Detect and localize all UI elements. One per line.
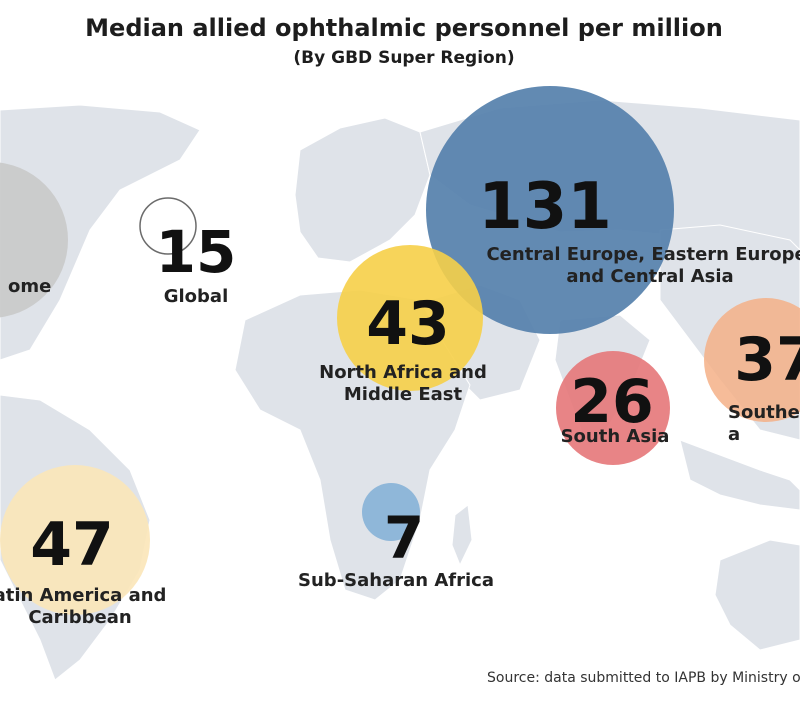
label-global-line1: Global <box>164 286 229 307</box>
label-cee_ca-line2: and Central Asia <box>566 266 733 287</box>
label-nafme-line1: North Africa and <box>319 362 487 383</box>
label-high_income-line1: ome <box>8 276 51 297</box>
label-nafme-line2: Middle East <box>344 384 463 405</box>
label-ssa-line1: Sub-Saharan Africa <box>298 570 494 591</box>
bubble-global <box>139 197 197 255</box>
label-latam-line2: Caribbean <box>28 607 131 628</box>
label-sea_eastasia-line2: a <box>728 424 740 445</box>
chart-title: Median allied ophthalmic personnel per m… <box>85 14 723 42</box>
value-ssa: 7 <box>384 504 424 572</box>
value-cee_ca: 131 <box>478 170 612 244</box>
land-madagascar <box>451 504 473 567</box>
bubble-high_income <box>0 162 68 318</box>
bubble-cee_ca <box>426 86 674 334</box>
value-global: 15 <box>156 218 237 286</box>
land-se-asia <box>679 439 800 511</box>
label-sea_eastasia-line1: Southeast <box>728 402 800 423</box>
value-nafme: 43 <box>366 289 450 359</box>
value-latam: 47 <box>30 510 114 580</box>
label-south_asia-line1: South Asia <box>561 426 670 447</box>
land-europe <box>294 117 431 263</box>
label-cee_ca-line1: Central Europe, Eastern Europe, <box>486 244 800 265</box>
bubble-ssa <box>362 483 420 541</box>
source-note: Source: data submitted to IAPB by Minist… <box>487 670 800 686</box>
land-north-america <box>0 104 201 361</box>
land-australia <box>714 539 800 651</box>
label-latam-line1: atin America and <box>0 585 166 606</box>
chart-subtitle: (By GBD Super Region) <box>293 48 515 68</box>
bubble-south_asia <box>556 351 670 465</box>
bubble-sea_eastasia <box>704 298 800 422</box>
value-south_asia: 26 <box>570 367 654 437</box>
bubble-nafme <box>337 245 483 391</box>
bubble-latam <box>0 465 150 615</box>
value-sea_eastasia: 37 <box>734 325 800 395</box>
